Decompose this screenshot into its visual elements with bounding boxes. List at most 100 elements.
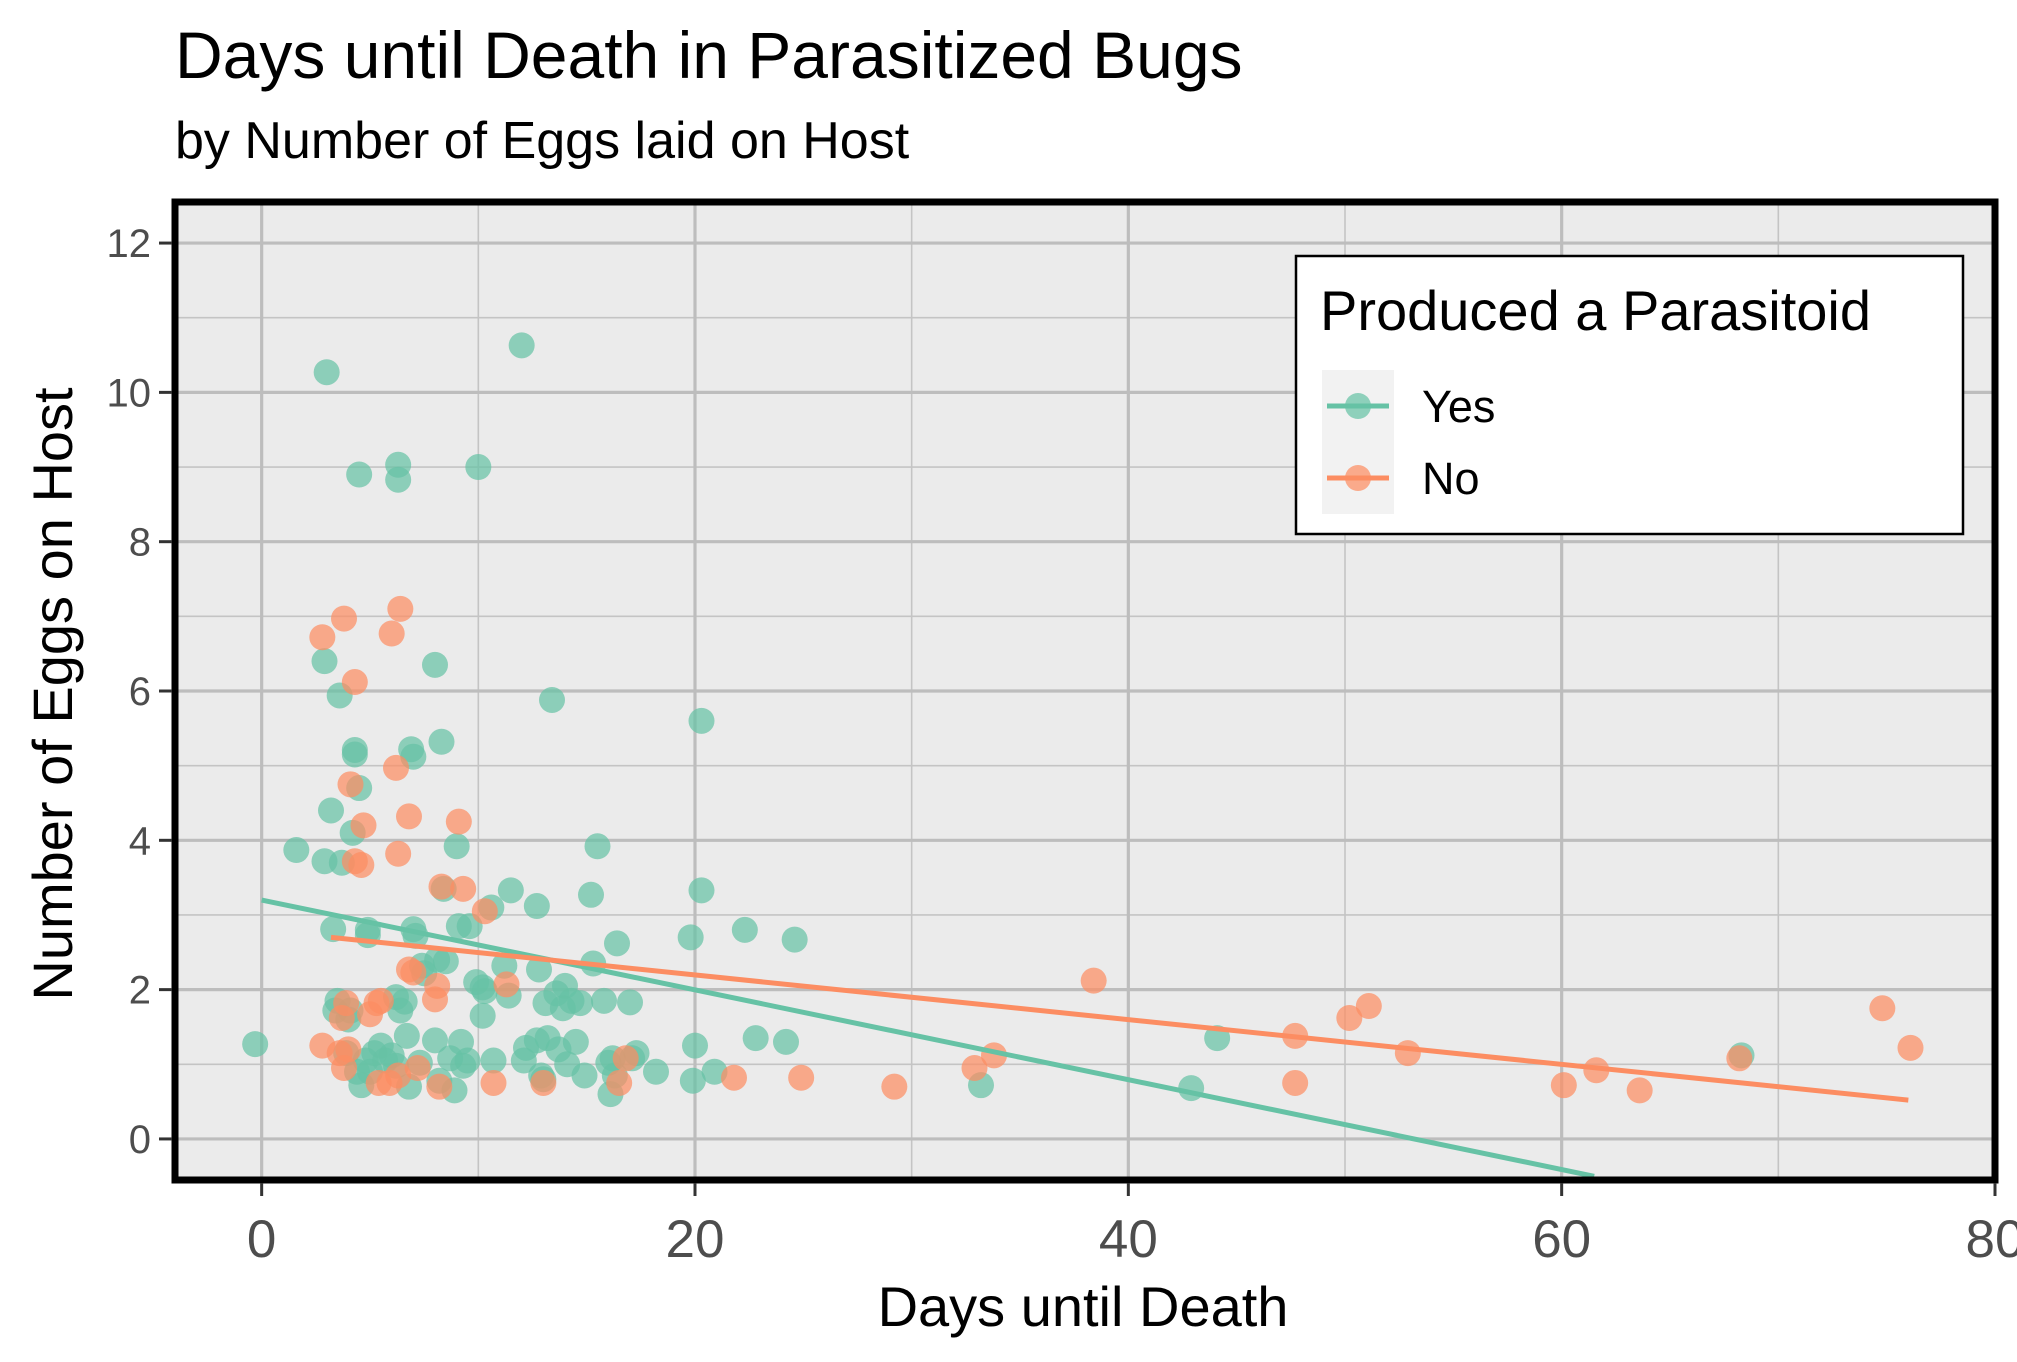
data-point-no xyxy=(385,840,412,867)
data-point-no xyxy=(1355,993,1382,1020)
legend-key-point xyxy=(1345,465,1371,491)
axis-tick-labels: 0 20 40 60 80 0 2 4 6 8 10 12 xyxy=(107,222,2017,1269)
data-point-yes xyxy=(539,686,565,713)
data-point-no xyxy=(367,987,394,1014)
x-tick-label: 20 xyxy=(666,1210,725,1269)
data-points xyxy=(242,332,1924,1108)
data-point-no xyxy=(428,873,455,900)
axis-ticks xyxy=(159,241,1997,1196)
trend-line-no xyxy=(330,934,1909,1103)
data-point-yes xyxy=(422,651,448,678)
data-point-no xyxy=(530,1069,557,1096)
data-point-no xyxy=(387,595,414,622)
data-point-no xyxy=(385,1062,412,1089)
data-point-no xyxy=(471,898,498,925)
data-point-yes xyxy=(584,833,611,860)
data-point-yes xyxy=(318,797,344,824)
trend-line-yes xyxy=(261,897,1595,1179)
data-point-no xyxy=(1394,1040,1421,1067)
data-point-yes xyxy=(1178,1075,1205,1102)
data-point-yes xyxy=(643,1058,669,1085)
data-point-yes xyxy=(562,1028,589,1055)
data-point-yes xyxy=(422,1027,448,1054)
data-point-yes xyxy=(773,1028,799,1055)
data-point-yes xyxy=(617,989,643,1016)
data-point-yes xyxy=(523,893,550,920)
data-point-yes xyxy=(311,648,338,675)
data-point-no xyxy=(612,1045,639,1072)
data-point-yes xyxy=(677,924,704,951)
data-point-yes xyxy=(571,1062,598,1089)
data-point-yes xyxy=(443,833,470,860)
data-point-no xyxy=(1282,1069,1309,1096)
data-point-no xyxy=(1897,1034,1924,1061)
data-point-no xyxy=(309,624,336,651)
data-point-yes xyxy=(385,466,412,493)
data-point-no xyxy=(1080,967,1107,994)
data-point-no xyxy=(348,851,375,878)
data-point-no xyxy=(450,875,477,902)
data-point-yes xyxy=(679,1067,706,1094)
data-point-yes xyxy=(701,1058,728,1085)
y-tick-label: 12 xyxy=(107,222,152,266)
x-tick-label: 80 xyxy=(1966,1210,2017,1269)
legend-box xyxy=(1294,254,1965,536)
data-point-no xyxy=(606,1069,633,1096)
data-point-yes xyxy=(346,461,373,488)
data-point-yes xyxy=(604,930,630,957)
y-axis-title: Number of Eggs on Host xyxy=(21,387,84,1001)
data-point-yes xyxy=(341,741,368,768)
data-point-yes xyxy=(497,877,524,904)
data-point-yes xyxy=(432,948,459,975)
data-point-no xyxy=(337,771,364,798)
trend-lines xyxy=(261,897,1909,1179)
data-point-yes xyxy=(242,1031,269,1058)
data-point-yes xyxy=(508,332,535,359)
data-point-yes xyxy=(428,728,455,755)
data-point-no xyxy=(333,990,360,1017)
chart-subtitle: by Number of Eggs laid on Host xyxy=(175,112,910,170)
data-point-yes xyxy=(313,359,340,386)
data-point-no xyxy=(788,1064,815,1091)
data-point-yes xyxy=(391,988,418,1015)
y-tick-label: 10 xyxy=(107,371,152,415)
x-tick-label: 0 xyxy=(247,1210,276,1269)
data-point-no xyxy=(396,803,422,830)
legend-title: Produced a Parasitoid xyxy=(1320,279,1871,342)
legend-label-no: No xyxy=(1422,453,1480,504)
plot-border xyxy=(171,198,1999,1184)
data-point-yes xyxy=(682,1032,708,1059)
data-point-yes xyxy=(320,916,347,943)
data-point-yes xyxy=(742,1025,769,1052)
x-axis-title: Days until Death xyxy=(878,1275,1289,1338)
y-tick-label: 0 xyxy=(129,1118,151,1162)
data-point-yes xyxy=(688,707,715,734)
data-point-yes xyxy=(578,881,604,908)
data-point-yes xyxy=(283,837,310,864)
data-point-no xyxy=(493,971,520,998)
data-point-no xyxy=(1550,1072,1577,1099)
data-point-yes xyxy=(781,926,808,953)
data-point-yes xyxy=(471,978,498,1005)
data-point-no xyxy=(378,620,405,647)
data-point-no xyxy=(350,812,377,839)
y-tick-label: 4 xyxy=(129,819,151,863)
data-point-yes xyxy=(526,956,552,983)
data-point-no xyxy=(341,669,368,696)
data-point-no xyxy=(721,1064,747,1091)
data-point-no xyxy=(400,959,427,986)
x-tick-label: 40 xyxy=(1099,1210,1158,1269)
legend-key-point xyxy=(1345,393,1371,419)
data-point-no xyxy=(1726,1045,1753,1072)
data-point-no xyxy=(1626,1077,1653,1104)
data-point-yes xyxy=(731,916,758,943)
x-tick-label: 60 xyxy=(1532,1210,1591,1269)
legend-label-yes: Yes xyxy=(1422,381,1495,432)
data-point-no xyxy=(1336,1004,1363,1031)
legend: Produced a Parasitoid Yes No xyxy=(1294,254,1965,536)
data-point-yes xyxy=(454,1047,481,1074)
y-tick-label: 2 xyxy=(129,969,151,1013)
data-point-no xyxy=(961,1055,988,1082)
data-point-yes xyxy=(591,987,617,1014)
